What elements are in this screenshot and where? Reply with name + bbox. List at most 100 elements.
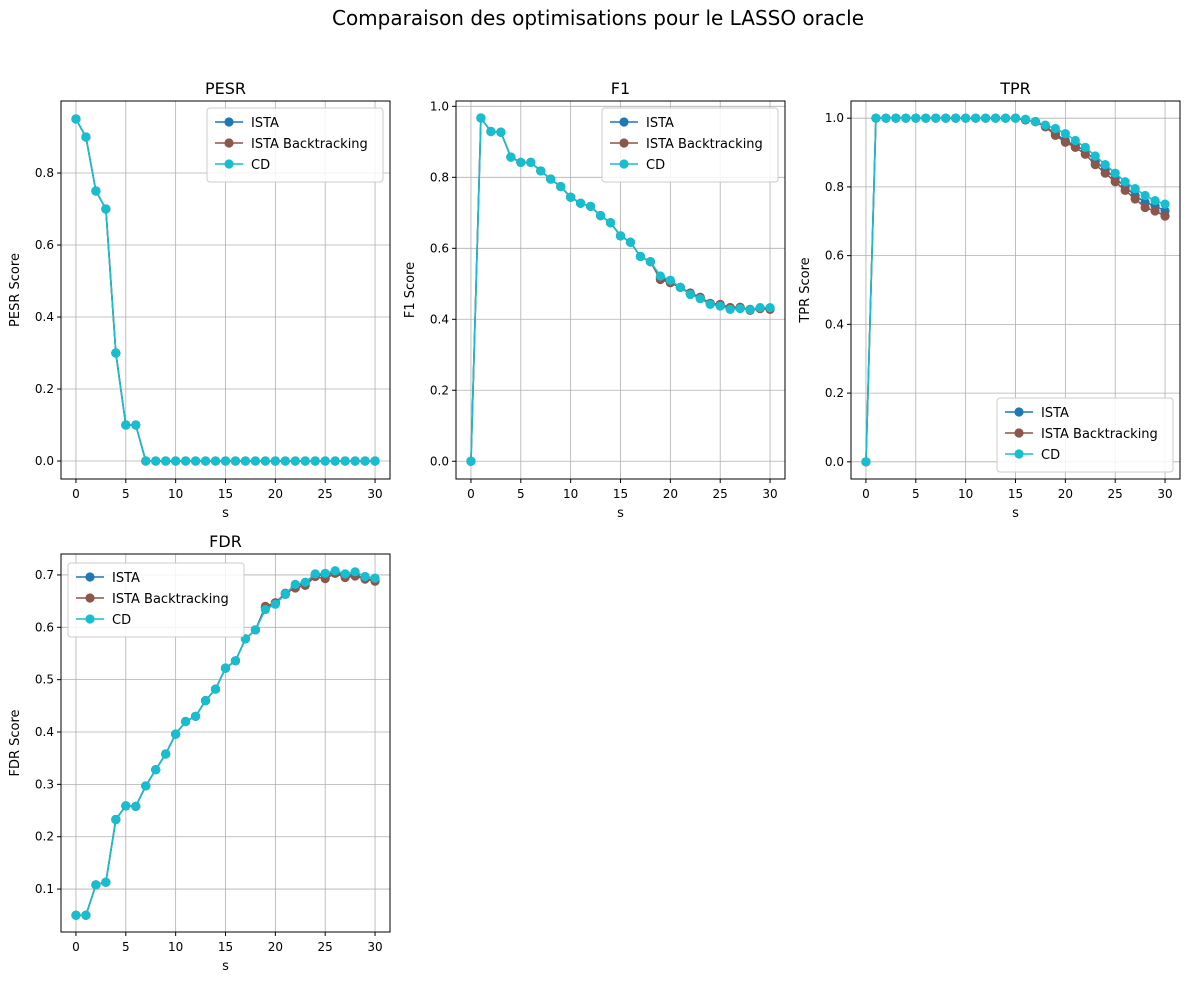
x-tick-label: 30 — [762, 487, 777, 501]
subplot-title: F1 — [611, 79, 630, 98]
legend-item: ISTA — [215, 116, 279, 131]
data-point — [1140, 202, 1150, 213]
data-point — [980, 113, 991, 123]
legend-marker — [224, 138, 234, 148]
x-axis-label: s — [617, 506, 624, 521]
subplot-tpr: 0 5 10 15 20 25 30 0.0 0.2 0.4 0.6 0.8 1.0 TPR s TPR Sc… — [798, 79, 1181, 521]
data-point — [745, 305, 755, 315]
subplot-title: FDR — [209, 532, 242, 551]
data-point — [765, 302, 775, 313]
data-point — [280, 456, 290, 466]
y-axis-label: PESR Score — [8, 253, 23, 327]
x-tick-label: 25 — [713, 487, 728, 501]
data-point — [220, 456, 231, 466]
legend-item: ISTA Backtracking — [215, 137, 368, 152]
data-point — [350, 456, 360, 466]
data-point — [725, 304, 735, 314]
y-tick-label: 0.3 — [35, 777, 54, 791]
data-point — [665, 275, 675, 285]
data-point — [1080, 142, 1090, 152]
legend-label: ISTA Backtracking — [112, 592, 229, 607]
data-point — [715, 301, 725, 311]
x-axis-label: s — [1012, 506, 1019, 521]
x-tick-label: 20 — [268, 940, 283, 954]
x-tick-label: 0 — [862, 487, 870, 501]
data-point — [151, 456, 161, 466]
y-tick-label: 0.1 — [35, 882, 54, 896]
data-point — [370, 573, 380, 583]
data-point — [931, 113, 941, 123]
data-point — [645, 257, 656, 267]
data-point — [210, 456, 221, 466]
data-point — [941, 113, 951, 123]
data-point — [1130, 194, 1140, 204]
data-point — [1050, 130, 1060, 140]
legend-marker — [85, 614, 95, 624]
y-tick-label: 0.2 — [35, 382, 54, 396]
data-point — [1110, 177, 1120, 187]
data-point — [496, 127, 506, 137]
data-point — [1000, 113, 1011, 123]
x-tick-label: 30 — [1157, 487, 1172, 501]
data-point — [71, 114, 81, 124]
ticks: 0 5 10 15 20 25 30 0.0 0.2 0.4 0.6 0.8 1.0 — [430, 99, 778, 501]
data-point — [1060, 129, 1070, 139]
legend-item: ISTA — [76, 571, 140, 586]
data-point — [81, 910, 91, 920]
data-point — [576, 198, 586, 208]
data-point — [961, 113, 971, 123]
y-tick-label: 0.0 — [825, 455, 844, 469]
x-tick-label: 10 — [958, 487, 973, 501]
data-point — [121, 420, 131, 430]
data-point — [91, 186, 101, 196]
data-point — [1090, 159, 1100, 170]
data-point — [350, 567, 360, 577]
data-point — [240, 456, 251, 466]
data-point — [360, 456, 370, 466]
y-tick-label: 0.4 — [430, 312, 449, 326]
legend: ISTA ISTA Backtracking CD — [601, 107, 779, 183]
legend-marker — [1014, 407, 1024, 417]
x-tick-label: 10 — [563, 487, 578, 501]
data-point — [200, 695, 211, 706]
data-point — [871, 113, 881, 123]
x-tick-label: 25 — [318, 940, 333, 954]
data-point — [861, 457, 871, 467]
x-tick-label: 15 — [218, 487, 233, 501]
data-point — [705, 299, 715, 309]
data-point — [300, 456, 310, 466]
legend-item: ISTA — [1005, 406, 1069, 421]
data-point — [290, 579, 300, 589]
x-tick-label: 30 — [367, 487, 382, 501]
x-tick-label: 20 — [663, 487, 678, 501]
data-point — [1140, 190, 1150, 201]
legend-item: CD — [1005, 448, 1060, 463]
data-point — [536, 166, 546, 176]
x-tick-label: 10 — [168, 487, 183, 501]
data-point — [911, 113, 921, 123]
y-axis-label: F1 Score — [403, 262, 418, 318]
data-point — [1120, 185, 1130, 195]
data-point — [881, 113, 891, 123]
data-point — [1130, 184, 1140, 194]
x-axis-label: s — [222, 959, 229, 974]
data-point — [330, 456, 340, 466]
x-tick-label: 5 — [517, 487, 525, 501]
data-point — [1010, 113, 1021, 123]
ticks: 0 5 10 15 20 25 30 0.0 0.2 0.4 0.6 0.8 — [35, 166, 383, 501]
data-point — [370, 456, 380, 466]
y-tick-label: 0.4 — [825, 317, 844, 331]
series-cd — [71, 566, 380, 920]
data-point — [951, 113, 961, 123]
legend-label: CD — [646, 158, 665, 173]
data-point — [556, 181, 566, 192]
series-cd — [861, 113, 1170, 467]
data-point — [1110, 168, 1120, 178]
data-point — [466, 456, 476, 466]
data-point — [566, 192, 576, 202]
legend-label: CD — [112, 613, 131, 628]
data-point — [260, 456, 270, 466]
y-tick-label: 0.7 — [35, 568, 54, 582]
x-tick-label: 5 — [122, 487, 130, 501]
data-point — [655, 271, 665, 281]
